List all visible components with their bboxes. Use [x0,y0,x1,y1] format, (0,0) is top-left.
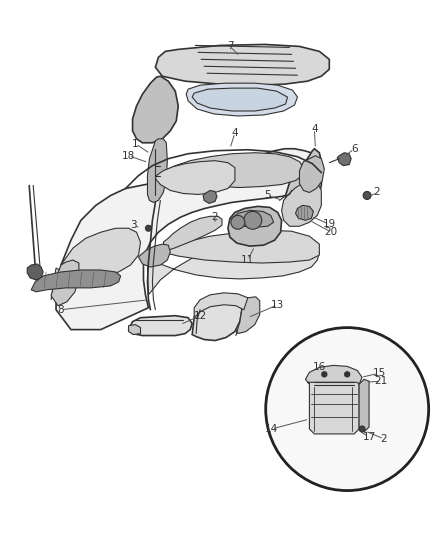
Text: 1: 1 [132,139,139,149]
Polygon shape [129,325,141,335]
Polygon shape [56,149,322,329]
Text: 4: 4 [311,124,318,134]
Polygon shape [282,181,321,226]
Text: 18: 18 [122,151,135,161]
Circle shape [345,372,350,377]
Text: 3: 3 [130,220,137,230]
Text: 4: 4 [232,128,238,138]
Polygon shape [51,260,79,306]
Text: 15: 15 [372,368,385,378]
Polygon shape [27,264,43,280]
Circle shape [322,372,327,377]
Polygon shape [192,296,242,341]
Text: 13: 13 [271,300,284,310]
Polygon shape [232,211,274,227]
Text: 20: 20 [325,227,338,237]
Circle shape [231,215,245,229]
Polygon shape [51,228,141,300]
Text: 17: 17 [362,432,376,442]
Text: 8: 8 [58,305,64,314]
Polygon shape [300,156,324,192]
Polygon shape [138,244,170,267]
Polygon shape [296,205,314,220]
Polygon shape [359,379,369,432]
Polygon shape [148,238,319,295]
Text: 6: 6 [351,144,357,154]
Circle shape [145,225,152,231]
Polygon shape [150,230,319,263]
Polygon shape [194,293,248,318]
Text: 19: 19 [323,219,336,229]
Text: 5: 5 [265,190,271,200]
Text: 21: 21 [374,376,388,386]
Circle shape [363,191,371,199]
Polygon shape [160,153,304,188]
Text: 12: 12 [194,311,207,321]
Polygon shape [203,190,217,204]
Polygon shape [155,160,235,195]
Text: 2: 2 [212,212,218,222]
Circle shape [266,328,429,490]
Polygon shape [228,206,282,246]
Polygon shape [286,149,322,219]
Polygon shape [186,83,297,116]
Text: 14: 14 [265,424,278,434]
Circle shape [244,212,262,229]
Text: 2: 2 [381,434,387,444]
Polygon shape [148,139,167,203]
Polygon shape [163,216,222,250]
Polygon shape [337,153,351,166]
Circle shape [359,426,365,432]
Polygon shape [192,88,288,111]
Text: 16: 16 [313,362,326,373]
Polygon shape [31,270,120,292]
Polygon shape [155,44,329,85]
Polygon shape [305,365,362,389]
Text: 2: 2 [374,188,380,197]
Polygon shape [307,382,359,434]
Polygon shape [133,76,178,143]
Text: 7: 7 [226,42,233,51]
Polygon shape [236,297,260,334]
Text: 11: 11 [241,255,254,265]
Polygon shape [129,316,192,336]
